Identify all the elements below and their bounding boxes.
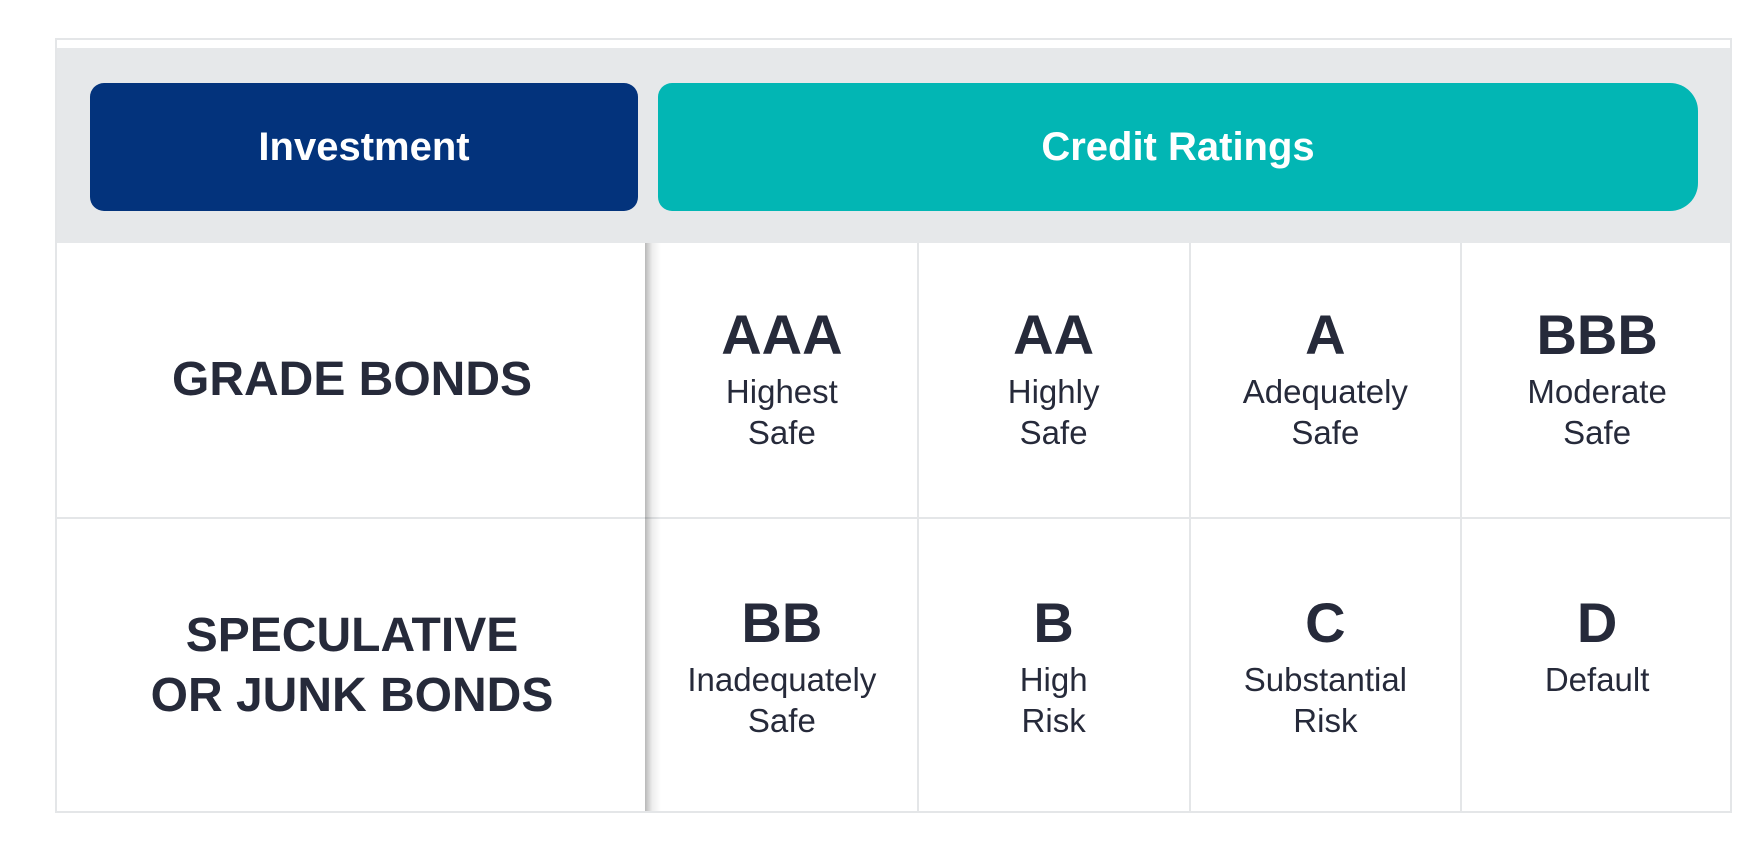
rating-cell-aa: AA Highly Safe — [916, 243, 1189, 517]
rating-cell-d: D Default — [1460, 519, 1730, 811]
investment-header-pill: Investment — [90, 83, 638, 211]
rating-description: Default — [1544, 660, 1650, 698]
rating-description: Highest Safe — [725, 373, 838, 452]
rating-cell-c: C Substantial Risk — [1188, 519, 1461, 811]
rating-grade: D — [1576, 591, 1618, 654]
rating-description: Moderate Safe — [1527, 373, 1667, 452]
rating-description: High Risk — [1019, 660, 1088, 740]
rating-grade: BB — [741, 591, 823, 654]
rating-description: Substantial Risk — [1243, 660, 1408, 740]
column-divider-shadow — [645, 243, 661, 811]
rating-cells: BB Inadequately Safe B High Risk C Subst… — [647, 519, 1730, 811]
rating-grade: A — [1305, 303, 1346, 367]
rating-description: Inadequately Safe — [687, 660, 877, 740]
rating-grade: B — [1033, 591, 1074, 654]
rating-grade: C — [1305, 591, 1346, 654]
rating-description: Highly Safe — [1007, 373, 1100, 452]
rating-cells: AAA Highest Safe AA Highly Safe A Adequa… — [647, 243, 1730, 517]
rating-cell-a: A Adequately Safe — [1188, 243, 1461, 517]
row-label-grade-bonds: GRADE BONDS — [171, 353, 533, 406]
rating-cell-bb: BB Inadequately Safe — [647, 519, 917, 811]
rating-grade: BBB — [1536, 303, 1658, 367]
rating-description: Adequately Safe — [1242, 373, 1408, 452]
rating-grade: AA — [1013, 303, 1095, 367]
speculative-grade-row: SPECULATIVE OR JUNK BONDS BB Inadequatel… — [57, 519, 1730, 811]
row-label-junk-bonds: SPECULATIVE OR JUNK BONDS — [150, 609, 554, 722]
credit-ratings-table: Investment Credit Ratings GRADE BONDS AA… — [55, 38, 1732, 813]
credit-ratings-header-pill: Credit Ratings — [658, 83, 1698, 211]
rating-cell-bbb: BBB Moderate Safe — [1460, 243, 1730, 517]
rating-cell-b: B High Risk — [916, 519, 1189, 811]
table-header: Investment Credit Ratings — [57, 48, 1730, 243]
rating-cell-aaa: AAA Highest Safe — [647, 243, 917, 517]
rating-grade: AAA — [721, 303, 843, 367]
investment-grade-row: GRADE BONDS AAA Highest Safe AA Highly S… — [57, 243, 1730, 519]
